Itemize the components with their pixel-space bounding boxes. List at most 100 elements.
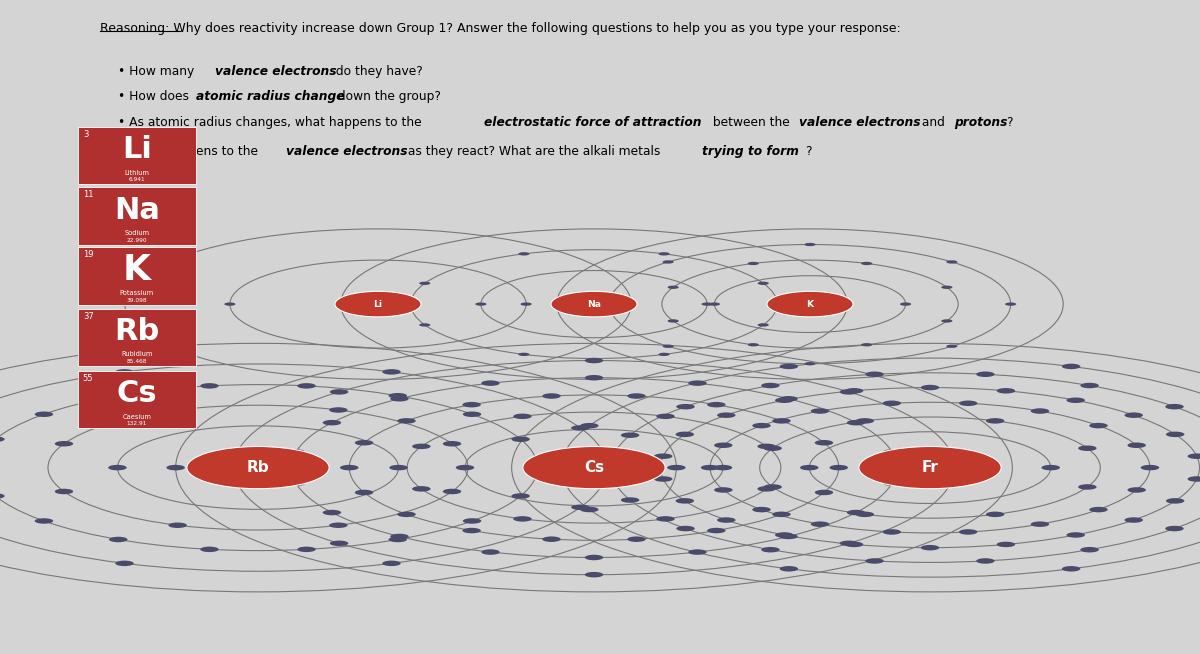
Text: 22.990: 22.990 [126,237,148,243]
Text: Caesium: Caesium [122,413,151,420]
Ellipse shape [412,486,431,492]
Ellipse shape [757,323,769,326]
Ellipse shape [656,413,674,419]
Ellipse shape [709,302,720,306]
Ellipse shape [412,443,431,449]
Ellipse shape [389,465,408,470]
Ellipse shape [443,489,461,494]
Ellipse shape [959,529,978,535]
Ellipse shape [676,432,694,437]
Ellipse shape [752,423,770,428]
Ellipse shape [748,343,758,347]
Text: 39.098: 39.098 [126,298,148,303]
Ellipse shape [1128,443,1146,448]
Ellipse shape [748,262,758,265]
Ellipse shape [628,536,646,542]
Ellipse shape [883,449,901,455]
Ellipse shape [1078,445,1097,451]
Ellipse shape [847,510,865,515]
Text: and: and [918,116,949,129]
Text: Li: Li [373,300,383,309]
Text: down the group?: down the group? [334,90,440,103]
Ellipse shape [862,343,872,347]
Ellipse shape [775,532,793,538]
Text: Rb: Rb [247,460,269,475]
Ellipse shape [976,559,995,564]
Ellipse shape [676,498,694,504]
Ellipse shape [167,465,185,470]
Ellipse shape [997,388,1015,394]
Ellipse shape [689,381,707,386]
Text: ?: ? [805,145,811,158]
Ellipse shape [551,291,637,317]
Ellipse shape [667,319,679,322]
Ellipse shape [811,408,829,414]
Text: valence electrons: valence electrons [286,145,407,158]
Ellipse shape [865,559,884,564]
Text: 132.91: 132.91 [127,421,146,426]
Ellipse shape [1078,484,1097,490]
Ellipse shape [941,286,953,289]
Text: • How many: • How many [118,65,198,78]
Ellipse shape [109,537,127,542]
Ellipse shape [298,547,316,552]
Ellipse shape [840,389,858,394]
Ellipse shape [800,465,818,470]
Ellipse shape [1141,465,1159,470]
Ellipse shape [882,529,901,535]
Text: Lithium: Lithium [125,169,149,176]
Ellipse shape [511,436,530,442]
Ellipse shape [757,443,776,449]
FancyBboxPatch shape [78,309,196,366]
Ellipse shape [518,353,529,356]
Text: do they have?: do they have? [332,65,424,78]
Ellipse shape [845,542,863,547]
Ellipse shape [763,445,782,451]
Ellipse shape [584,358,604,363]
Ellipse shape [0,493,5,499]
Ellipse shape [667,465,685,470]
Ellipse shape [714,443,732,448]
Text: protons: protons [954,116,1007,129]
Ellipse shape [829,465,848,470]
Ellipse shape [767,291,853,317]
Ellipse shape [109,393,127,398]
Ellipse shape [947,345,958,348]
Ellipse shape [475,302,486,306]
Ellipse shape [580,423,599,428]
Ellipse shape [584,555,604,560]
Ellipse shape [481,549,499,555]
Ellipse shape [707,528,726,533]
Ellipse shape [1080,547,1099,553]
Ellipse shape [804,243,816,246]
Ellipse shape [383,560,401,566]
Ellipse shape [168,523,187,528]
Ellipse shape [773,511,791,517]
Ellipse shape [856,418,874,424]
Ellipse shape [55,441,73,447]
Ellipse shape [986,511,1004,517]
Ellipse shape [947,260,958,264]
Ellipse shape [1166,432,1184,437]
Ellipse shape [845,388,863,394]
Ellipse shape [757,282,769,285]
Ellipse shape [920,385,940,390]
Ellipse shape [1124,413,1142,418]
Ellipse shape [330,389,348,394]
Ellipse shape [355,490,373,495]
Ellipse shape [702,302,713,306]
Text: Fr: Fr [922,460,938,475]
Text: Reasoning: Why does reactivity increase down Group 1? Answer the following quest: Reasoning: Why does reactivity increase … [100,22,900,35]
Text: K: K [806,300,814,309]
Ellipse shape [55,489,73,494]
Ellipse shape [763,484,782,490]
Ellipse shape [1006,302,1016,306]
FancyBboxPatch shape [78,187,196,245]
Ellipse shape [35,411,53,417]
Text: K: K [122,253,151,287]
Ellipse shape [900,302,911,306]
Ellipse shape [718,517,736,523]
Ellipse shape [840,541,858,546]
Ellipse shape [779,396,798,402]
Ellipse shape [780,566,798,572]
